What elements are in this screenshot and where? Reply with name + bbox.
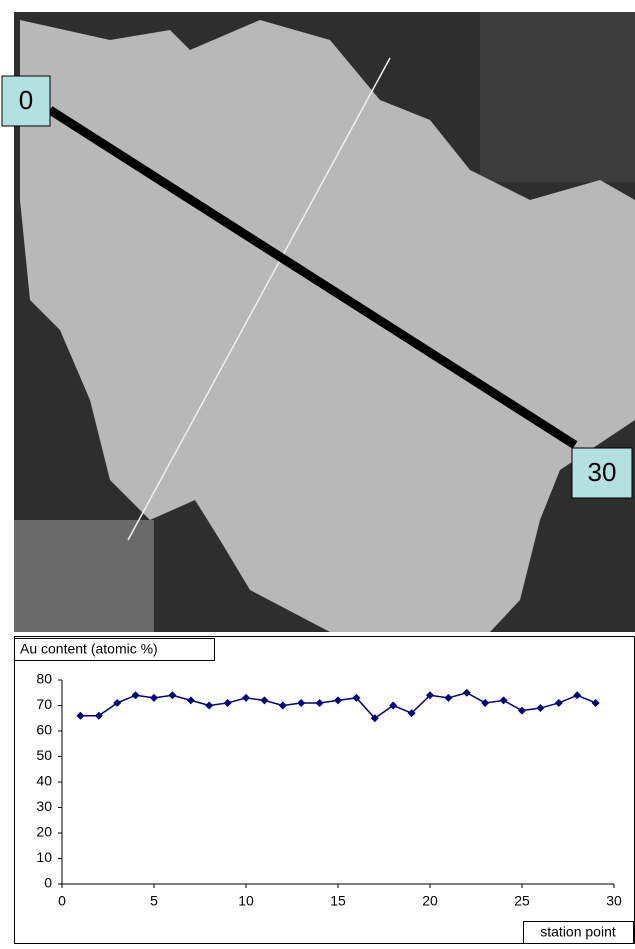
axis-title: Au content (atomic %) xyxy=(20,641,158,657)
y-tick-label: 40 xyxy=(36,773,52,789)
x-tick-label: 0 xyxy=(58,893,66,909)
photo-region xyxy=(14,520,154,632)
data-point xyxy=(132,691,140,699)
y-tick-label: 20 xyxy=(36,824,52,840)
data-point xyxy=(500,696,508,704)
x-tick-label: 25 xyxy=(514,893,530,909)
data-point xyxy=(150,694,158,702)
data-point xyxy=(260,696,268,704)
data-point xyxy=(224,699,232,707)
image-label: 30 xyxy=(588,457,617,487)
chart-frame xyxy=(15,637,635,944)
data-point xyxy=(187,696,195,704)
data-point xyxy=(76,712,84,720)
data-point xyxy=(555,699,563,707)
data-point xyxy=(481,699,489,707)
data-point xyxy=(168,691,176,699)
y-tick-label: 0 xyxy=(44,875,52,891)
data-point xyxy=(279,702,287,710)
data-point xyxy=(297,699,305,707)
y-tick-label: 30 xyxy=(36,798,52,814)
data-point xyxy=(536,704,544,712)
figure: 0 30 Au content (atomic %) station point… xyxy=(0,0,635,944)
y-tick-label: 10 xyxy=(36,849,52,865)
data-point xyxy=(518,707,526,715)
y-tick-label: 60 xyxy=(36,722,52,738)
y-tick-label: 80 xyxy=(36,671,52,687)
page: 0 30 Au content (atomic %) station point… xyxy=(0,0,635,949)
axis-title: station point xyxy=(540,924,616,940)
data-point xyxy=(573,691,581,699)
y-tick-label: 70 xyxy=(36,696,52,712)
data-point xyxy=(444,694,452,702)
data-point xyxy=(463,689,471,697)
data-point xyxy=(242,694,250,702)
data-point xyxy=(334,696,342,704)
x-tick-label: 5 xyxy=(150,893,158,909)
data-point xyxy=(592,699,600,707)
x-tick-label: 10 xyxy=(238,893,254,909)
image-label: 0 xyxy=(19,85,33,115)
x-tick-label: 30 xyxy=(606,893,622,909)
plot: 0 10 20 30 40 50 60 70 80 0 5 10 15 20 25 30 xyxy=(36,671,622,909)
y-tick-label: 50 xyxy=(36,747,52,763)
data-point xyxy=(316,699,324,707)
x-tick-label: 20 xyxy=(422,893,438,909)
photo-region xyxy=(480,12,635,182)
data-point xyxy=(205,702,213,710)
micrograph: 0 30 xyxy=(2,12,635,632)
x-tick-label: 15 xyxy=(330,893,346,909)
